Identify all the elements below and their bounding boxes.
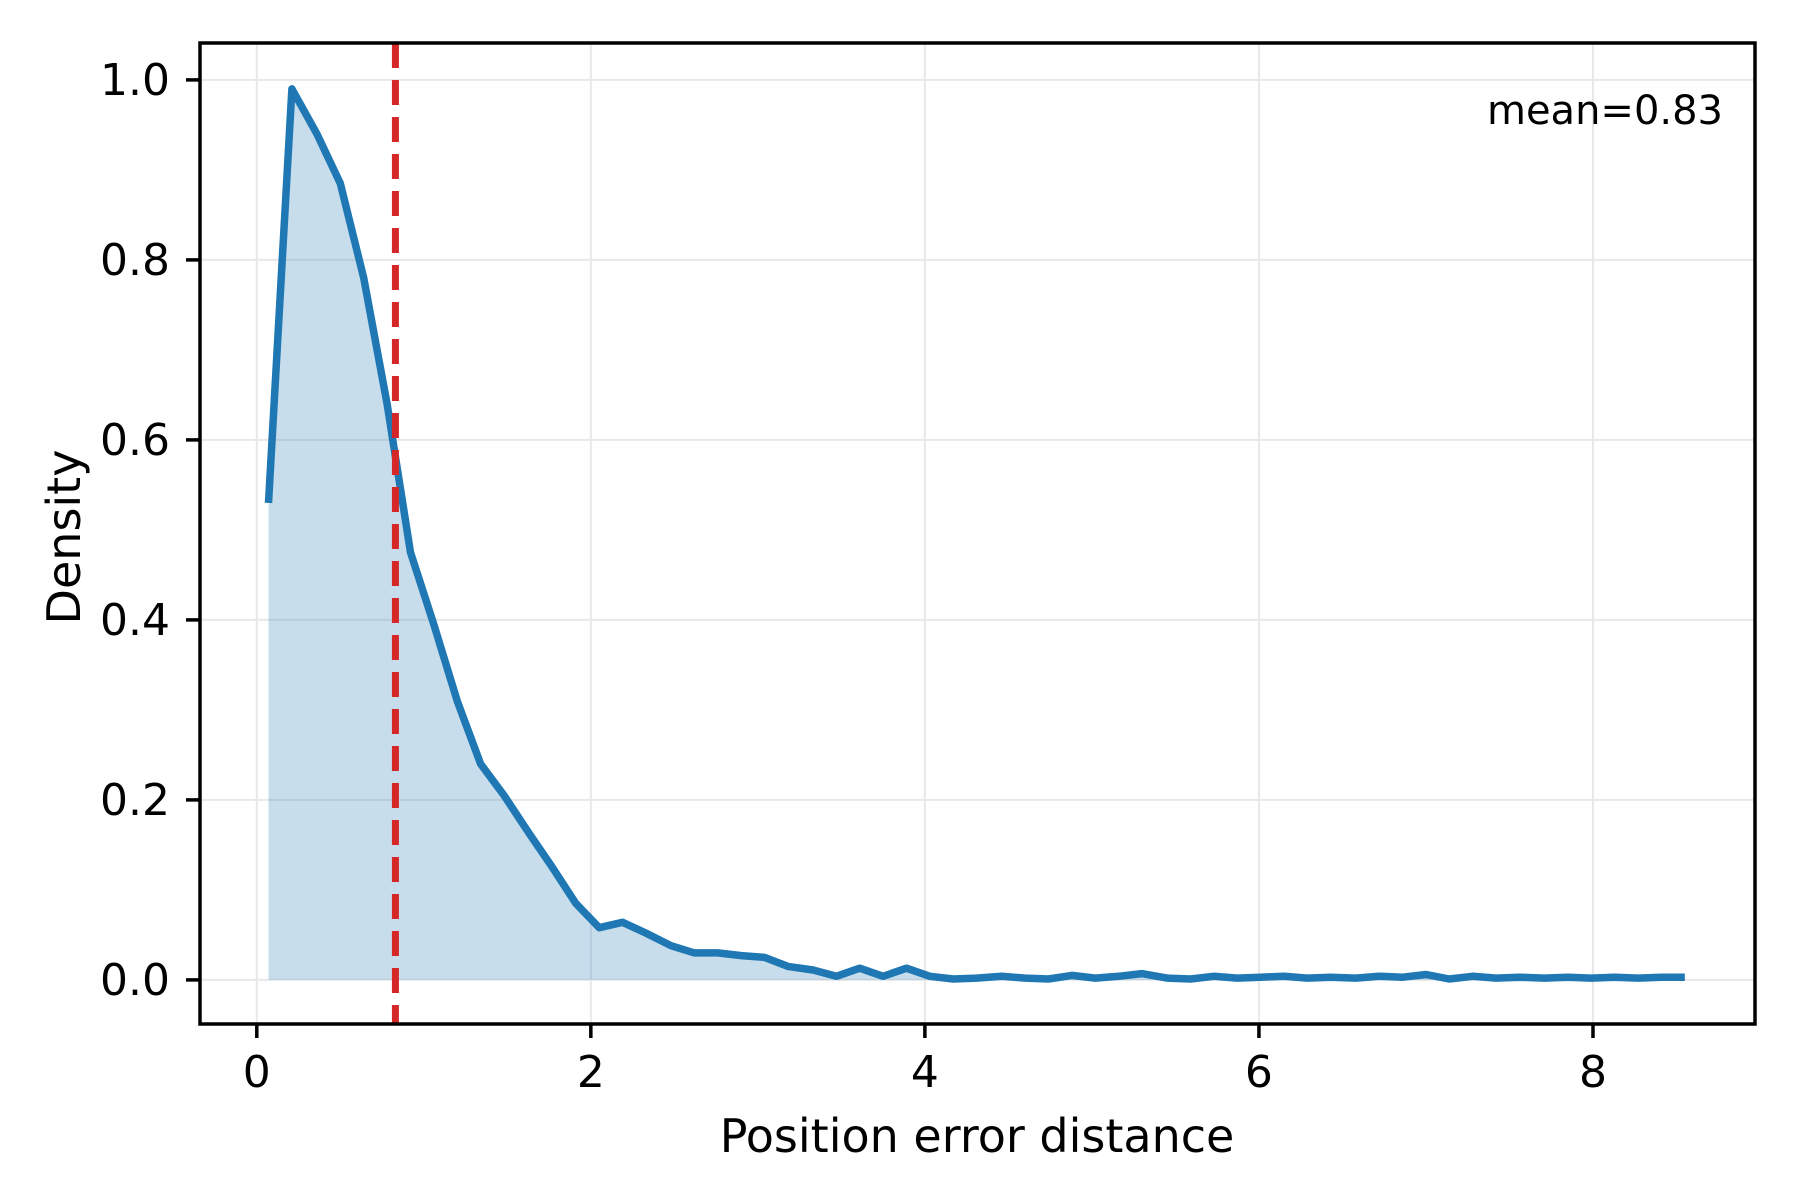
svg-text:0.4: 0.4 bbox=[100, 595, 170, 646]
svg-text:0.0: 0.0 bbox=[100, 955, 170, 1006]
svg-text:0.6: 0.6 bbox=[100, 415, 170, 466]
plot-border bbox=[198, 41, 1757, 1026]
svg-text:0.2: 0.2 bbox=[100, 775, 170, 826]
y-tick-labels: 0.0 0.2 0.4 0.6 0.8 1.0 bbox=[100, 55, 170, 1006]
svg-text:6: 6 bbox=[1245, 1047, 1273, 1098]
y-axis-label: Density bbox=[37, 450, 91, 625]
svg-text:0: 0 bbox=[243, 1047, 271, 1098]
svg-text:2: 2 bbox=[577, 1047, 605, 1098]
svg-text:8: 8 bbox=[1579, 1047, 1607, 1098]
axis-ticks bbox=[186, 78, 1595, 1038]
svg-text:1.0: 1.0 bbox=[100, 55, 170, 106]
x-axis-label: Position error distance bbox=[720, 1109, 1235, 1163]
svg-text:0.8: 0.8 bbox=[100, 235, 170, 286]
svg-text:4: 4 bbox=[911, 1047, 939, 1098]
density-area bbox=[268, 88, 1685, 980]
density-curve bbox=[264, 85, 1685, 983]
x-tick-labels: 0 2 4 6 8 bbox=[243, 1047, 1607, 1098]
mean-annotation: mean=0.83 bbox=[1487, 88, 1723, 134]
